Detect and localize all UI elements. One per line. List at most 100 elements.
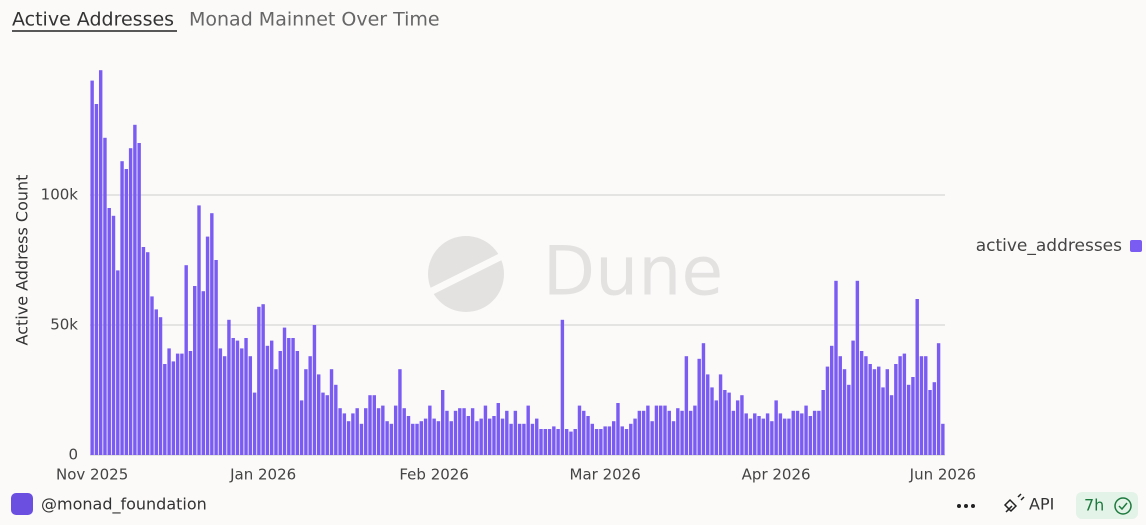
bar xyxy=(475,421,479,455)
bar xyxy=(175,353,180,455)
bar xyxy=(398,369,402,455)
bar xyxy=(163,364,167,455)
bar xyxy=(334,384,338,455)
bar xyxy=(804,405,808,455)
bar xyxy=(800,413,804,455)
bar xyxy=(701,343,706,455)
bar xyxy=(423,418,428,455)
bar xyxy=(261,304,265,455)
avatar[interactable] xyxy=(11,493,33,515)
bar xyxy=(428,405,432,455)
bar xyxy=(167,348,171,455)
bar xyxy=(761,418,766,455)
bar xyxy=(594,429,599,455)
bar xyxy=(787,418,791,455)
watermark: Dune xyxy=(543,233,723,312)
bar xyxy=(282,327,287,455)
bar xyxy=(201,291,205,455)
x-tick-label: Mar 2026 xyxy=(570,466,641,484)
more-menu[interactable] xyxy=(957,504,975,508)
bar xyxy=(556,429,560,455)
bar xyxy=(936,343,941,455)
bar xyxy=(770,421,774,455)
bar xyxy=(864,356,868,455)
chart-subtitle: Monad Mainnet Over Time xyxy=(189,9,440,31)
bar xyxy=(744,413,748,455)
bar xyxy=(492,416,496,455)
bar xyxy=(146,252,150,455)
bar xyxy=(577,405,582,455)
bar xyxy=(539,429,543,455)
bar xyxy=(727,392,731,455)
bar xyxy=(364,408,368,455)
bar xyxy=(415,423,419,455)
bar xyxy=(449,421,453,455)
bar xyxy=(120,161,124,455)
bar xyxy=(116,270,120,455)
bar xyxy=(453,410,458,455)
bar xyxy=(753,413,757,455)
bar xyxy=(500,418,505,455)
bar xyxy=(650,421,654,455)
bar xyxy=(868,364,872,455)
bar xyxy=(351,413,355,455)
bar xyxy=(684,356,689,455)
bar xyxy=(906,384,911,455)
bar xyxy=(663,405,667,455)
bar xyxy=(838,356,842,455)
bar xyxy=(94,104,99,455)
bar xyxy=(616,403,620,455)
bar xyxy=(483,405,488,455)
bar xyxy=(312,325,317,455)
bar xyxy=(154,309,158,455)
bar xyxy=(274,369,278,455)
bar xyxy=(735,400,740,455)
bar xyxy=(740,395,744,455)
bar xyxy=(697,358,701,455)
bar xyxy=(214,260,218,455)
x-tick-label: Apr 2026 xyxy=(742,466,811,484)
bar xyxy=(671,421,676,455)
bar xyxy=(535,418,539,455)
bar xyxy=(812,410,817,455)
bar xyxy=(321,392,325,455)
bar xyxy=(252,392,257,455)
bar xyxy=(607,426,612,455)
bar xyxy=(372,395,376,455)
bar xyxy=(278,351,282,455)
bar xyxy=(586,416,590,455)
bar xyxy=(389,423,394,455)
bar xyxy=(902,353,907,455)
bar xyxy=(98,70,103,455)
api-button[interactable]: API xyxy=(1029,495,1054,514)
bar xyxy=(590,423,595,455)
bar xyxy=(847,384,851,455)
bar xyxy=(924,356,928,455)
bar xyxy=(620,426,624,455)
bar xyxy=(496,403,500,455)
legend-label: active_addresses xyxy=(976,236,1122,256)
bar xyxy=(765,413,770,455)
bar xyxy=(928,390,932,455)
bar xyxy=(889,395,894,455)
bar xyxy=(205,236,210,455)
bar xyxy=(346,421,351,455)
bar xyxy=(659,405,663,455)
author[interactable]: @monad_foundation xyxy=(41,495,207,515)
x-tick-label: Jan 2026 xyxy=(229,466,296,484)
bar xyxy=(834,280,838,455)
bar xyxy=(355,408,359,455)
bar xyxy=(180,353,184,455)
bar xyxy=(808,416,813,455)
chart-title[interactable]: Active Addresses xyxy=(12,9,174,31)
y-tick-label: 0 xyxy=(68,446,78,464)
bar xyxy=(128,148,133,455)
bar xyxy=(299,400,304,455)
bar xyxy=(821,390,825,455)
bar xyxy=(603,426,607,455)
bar xyxy=(774,400,778,455)
bar xyxy=(522,423,526,455)
bar xyxy=(915,299,919,455)
bar xyxy=(911,377,915,455)
